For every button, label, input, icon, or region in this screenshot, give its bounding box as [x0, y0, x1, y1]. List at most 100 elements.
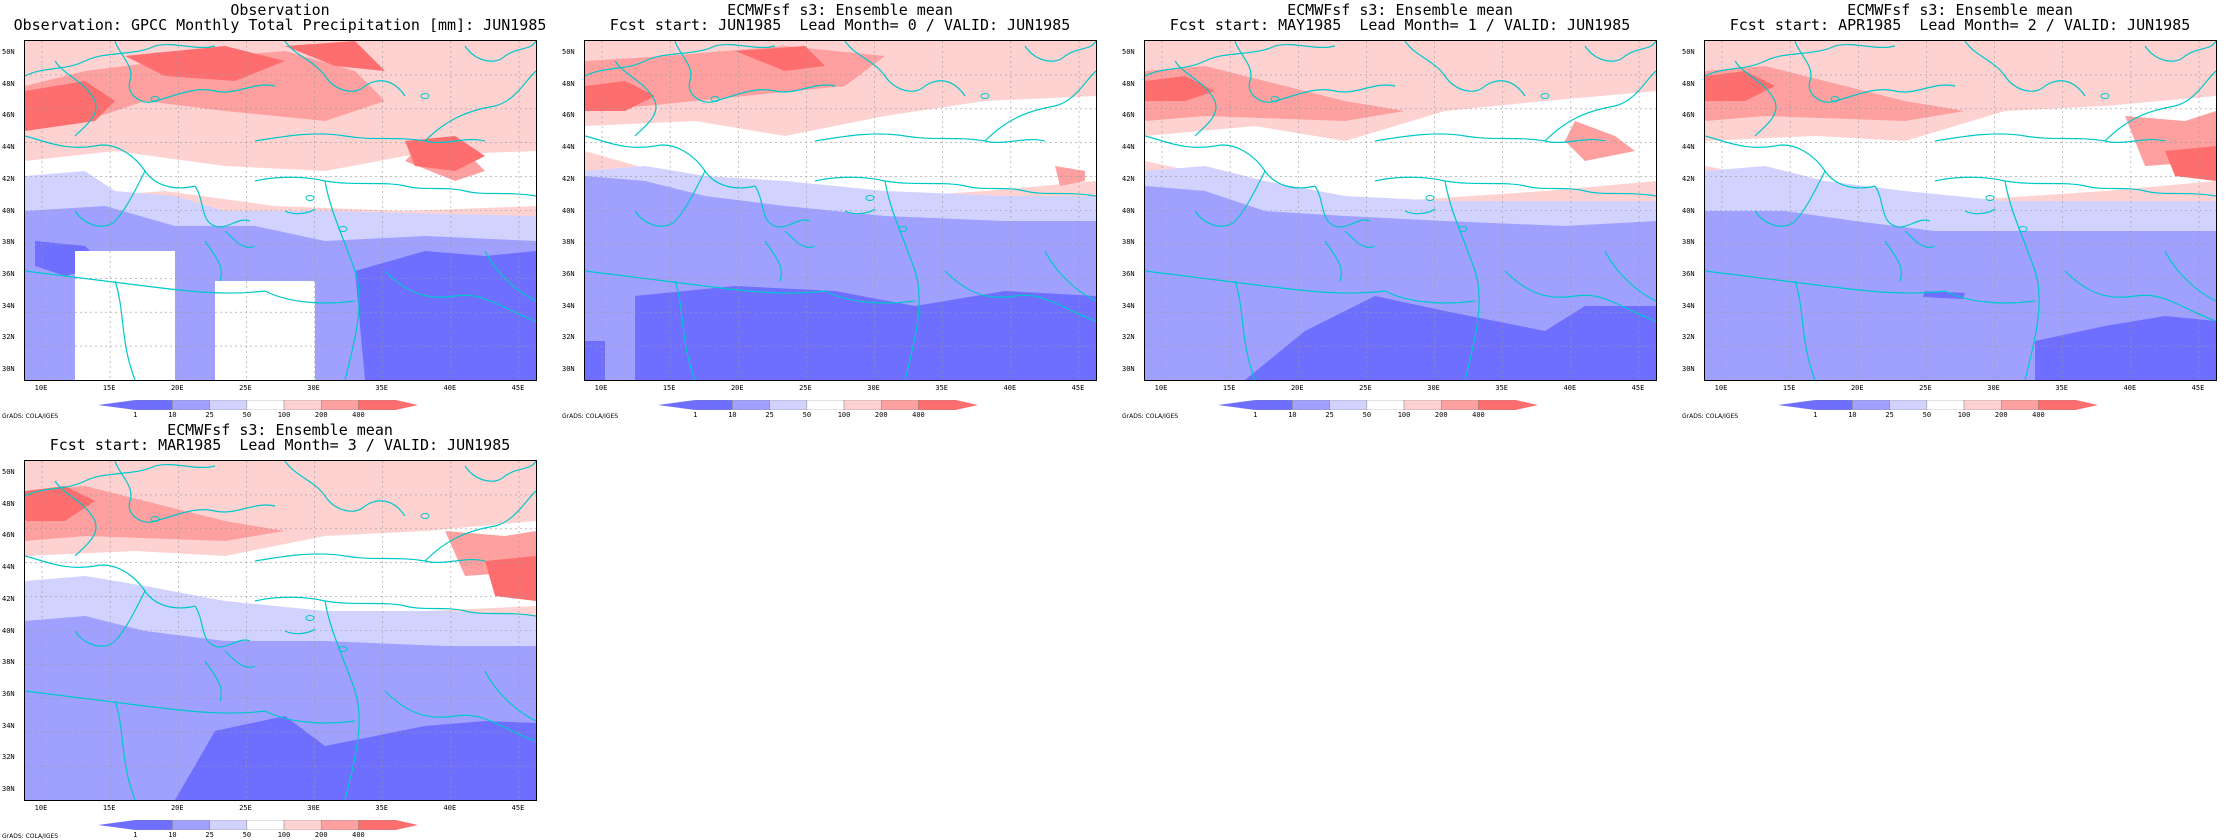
colorbar-label: 50 — [242, 411, 252, 419]
lon-tick-label: 15E — [102, 804, 116, 812]
lat-tick-label: 32N — [1682, 333, 1695, 342]
coastline-11 — [1705, 270, 1946, 294]
colorbar-label: 25 — [1885, 411, 1894, 419]
colorbar-swatch — [1366, 400, 1405, 410]
island-1 — [980, 93, 990, 99]
coastline-14 — [1904, 230, 1936, 248]
island-1 — [1540, 93, 1550, 99]
lat-tick-label: 34N — [2, 301, 15, 310]
colorbar-label: 50 — [1922, 411, 1932, 419]
field-white-band — [1705, 96, 2216, 201]
coastline-14 — [784, 230, 816, 248]
grads-credit: GrADS: COLA/IGES — [1682, 413, 1739, 420]
colorbar-arrow-low — [658, 400, 696, 410]
colorbar-swatches — [98, 820, 418, 830]
field-white-band — [1145, 91, 1656, 201]
colorbar-swatch — [1814, 400, 1853, 410]
colorbar-swatch — [2001, 400, 2039, 410]
precip-map — [25, 461, 536, 800]
coastline-3 — [844, 41, 966, 97]
coastline-2 — [114, 461, 276, 523]
precip-map — [1705, 41, 2216, 380]
lat-tick-label: 40N — [1122, 206, 1135, 215]
lat-tick-label: 50N — [1122, 48, 1135, 56]
lon-tick-label: 30E — [1427, 384, 1440, 392]
lat-tick-label: 42N — [2, 594, 15, 603]
coastline-7 — [1934, 133, 2166, 144]
coastline-3 — [1404, 41, 1526, 97]
colorbar-label: 10 — [728, 411, 737, 419]
coastline-5 — [74, 170, 146, 227]
lat-tick-label: 50N — [2, 48, 15, 56]
panel-subtitle: Fcst start: APR1985 Lead Month= 2 / VALI… — [1729, 16, 2191, 34]
colorbar-label: 10 — [168, 411, 177, 419]
colorbar — [1218, 400, 1538, 410]
field-pink-mid-0 — [1145, 66, 1405, 121]
island-3 — [305, 195, 315, 201]
lat-tick-label: 44N — [2, 143, 15, 152]
panel-subtitle: Fcst start: JUN1985 Lead Month= 0 / VALI… — [609, 16, 1071, 34]
colorbar-swatch — [1441, 400, 1479, 410]
colorbar-swatch — [1963, 400, 2002, 410]
lon-tick-label: 25E — [1919, 384, 1932, 392]
coastline-10 — [2004, 180, 2040, 380]
colorbar-label: 100 — [837, 411, 851, 419]
lon-tick-label: 10E — [34, 804, 48, 812]
lon-tick-label: 15E — [662, 384, 676, 392]
panel-title: ECMWFsf s3: Ensemble mean — [167, 421, 393, 439]
colorbar-swatch — [843, 400, 882, 410]
panel-subtitle: Observation: GPCC Monthly Total Precipit… — [13, 16, 547, 34]
coastline-1 — [1174, 60, 1217, 137]
colorbar-swatch — [1889, 400, 1928, 410]
colorbar-swatch — [769, 400, 808, 410]
lat-tick-label: 40N — [2, 206, 15, 215]
coastline-9 — [1374, 176, 1656, 197]
colorbar — [658, 400, 978, 410]
colorbar-swatch — [321, 400, 359, 410]
colorbar-arrow-high — [395, 400, 418, 410]
lon-tick-label: 25E — [1359, 384, 1372, 392]
coastline-13 — [1794, 280, 1816, 380]
lon-tick-label: 30E — [1987, 384, 2000, 392]
coastline-9 — [814, 176, 1096, 197]
coastline-4 — [1705, 135, 1876, 189]
lon-tick-label: 30E — [867, 384, 880, 392]
lat-tick-label: 48N — [562, 79, 575, 88]
island-0 — [2018, 226, 2028, 232]
coastline-17 — [1964, 208, 1996, 215]
lat-tick-label: 42N — [2, 174, 15, 183]
coastline-13 — [1234, 280, 1256, 380]
coastline-16 — [944, 270, 1096, 322]
island-2 — [150, 96, 160, 102]
lat-tick-label: 36N — [1122, 269, 1135, 278]
coastline-10 — [324, 600, 360, 800]
colorbar-swatches — [1218, 400, 1538, 410]
coastline-10 — [884, 180, 920, 380]
colorbar-label: 50 — [1362, 411, 1372, 419]
lon-tick-label: 25E — [239, 384, 252, 392]
colorbar-label: 50 — [242, 831, 252, 839]
colorbar-swatches — [658, 400, 978, 410]
field-blue-dark-0 — [635, 286, 1096, 380]
coastline-4 — [25, 135, 196, 189]
lon-tick-label: 35E — [375, 804, 389, 812]
coastline-6 — [194, 605, 251, 648]
colorbar-label: 400 — [912, 411, 925, 419]
lat-tick-label: 46N — [562, 111, 575, 120]
colorbar-label: 10 — [1848, 411, 1857, 419]
lon-tick-label: 20E — [170, 804, 184, 812]
coastline-12 — [1944, 290, 2036, 304]
map-area — [24, 40, 537, 381]
colorbar-label: 25 — [205, 831, 214, 839]
lat-tick-label: 36N — [1682, 269, 1695, 278]
field-pink-mid-0 — [25, 51, 385, 131]
colorbar-arrow-low — [1218, 400, 1256, 410]
coastline-8 — [424, 490, 536, 562]
colorbar-label: 25 — [205, 411, 214, 419]
coastline-2 — [1794, 41, 1956, 103]
field-blue-dark-0 — [1245, 296, 1656, 380]
island-1 — [420, 93, 430, 99]
lon-tick-label: 45E — [511, 384, 525, 392]
coastline-0 — [1145, 43, 1336, 77]
island-2 — [1830, 96, 1840, 102]
